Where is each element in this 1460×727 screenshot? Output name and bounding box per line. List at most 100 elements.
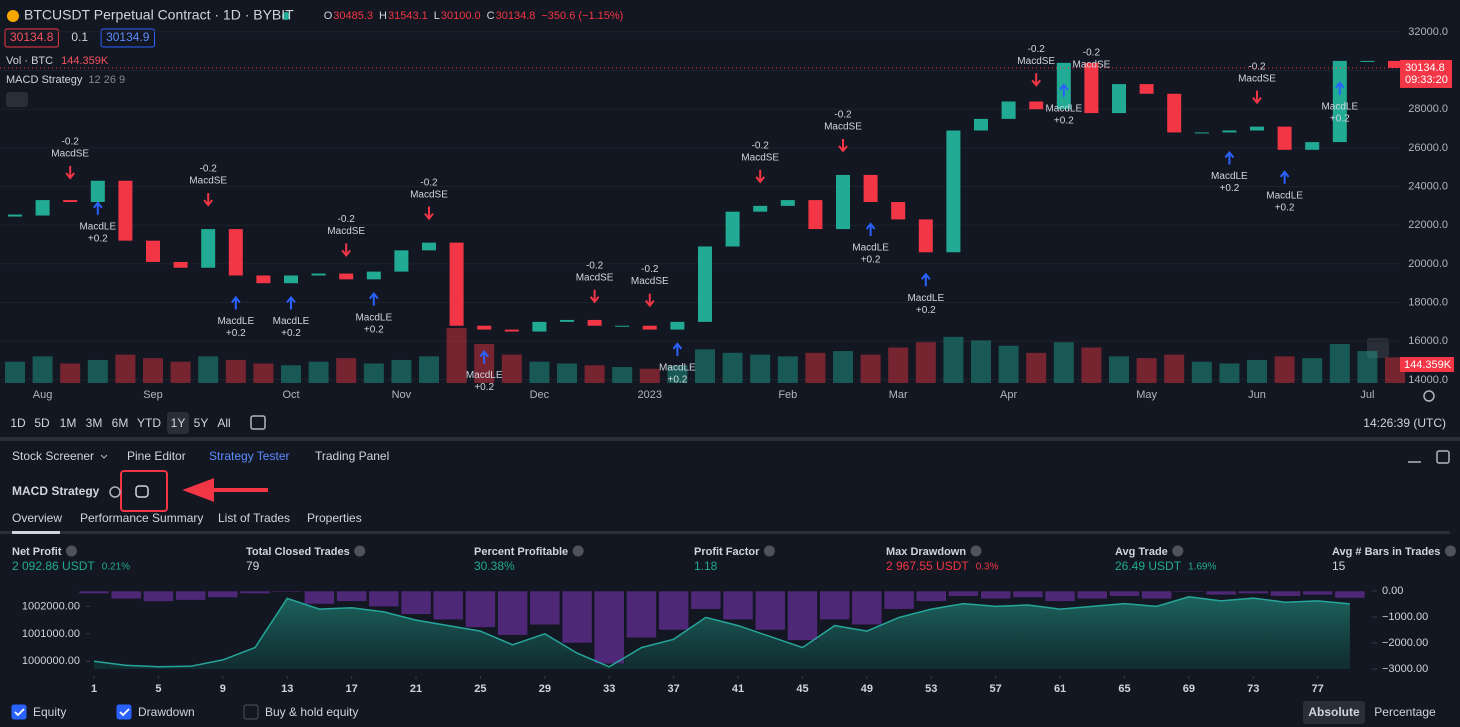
x-tick-label: 45 (796, 683, 808, 695)
order-badge[interactable]: 30134.9 (106, 30, 150, 44)
metric-value: 1.18 (694, 559, 718, 573)
drawdown-bar (722, 590, 754, 620)
range-button[interactable]: 5Y (194, 416, 209, 430)
range-button[interactable]: 5D (34, 416, 50, 430)
signal-label: MacdLE (217, 316, 254, 327)
signal-label: MacdSE (1238, 73, 1276, 84)
long-arrow (231, 295, 241, 310)
order-badge[interactable]: 0.1 (71, 30, 88, 44)
ohlc-key: H (379, 10, 387, 22)
metric-label: Net Profit (12, 546, 62, 558)
y2-tick-label: −1000.00 (1382, 611, 1428, 623)
mode-button[interactable]: Absolute (1308, 705, 1360, 719)
range-button[interactable]: 3M (86, 416, 103, 430)
signal-qty: -0.2 (420, 177, 438, 188)
y-tick-label: 1001000.00 (22, 628, 80, 640)
badge-frame[interactable] (100, 28, 155, 48)
signal-qty: +0.2 (364, 324, 384, 335)
volume-bar (419, 356, 439, 383)
drawdown-bar (658, 590, 689, 631)
metric-value: 15 (1332, 559, 1346, 573)
signal-label: MacdSE (410, 189, 448, 200)
x-tick-label: 13 (281, 683, 293, 695)
signal-qty: +0.2 (1220, 183, 1240, 194)
info-icon[interactable] (66, 545, 77, 557)
checkbox[interactable] (243, 704, 259, 720)
info-icon[interactable] (970, 545, 982, 557)
info-icon[interactable] (1172, 545, 1184, 557)
ohlc-value: 30134.8 (496, 10, 536, 22)
range-button[interactable]: 1Y (171, 416, 186, 430)
volume-bar (1329, 343, 1350, 383)
chart-settings-icon[interactable] (1423, 390, 1435, 402)
range-button[interactable]: 1M (60, 416, 77, 430)
volume-value: 144.359K (61, 55, 109, 67)
settings-icon[interactable] (109, 486, 121, 498)
legend-label[interactable]: Buy & hold equity (265, 705, 358, 719)
calendar-icon[interactable] (250, 415, 266, 430)
checkbox[interactable] (11, 704, 27, 720)
drawdown-bar (143, 590, 174, 602)
scroll-button[interactable] (1367, 338, 1389, 358)
maximize-icon[interactable] (1436, 450, 1450, 464)
equity-line (93, 596, 1350, 668)
volume-bar (584, 365, 605, 383)
metric-label: Total Closed Trades (246, 546, 350, 558)
mode-button[interactable]: Percentage (1374, 705, 1436, 719)
sub-tab[interactable]: Performance Summary (80, 511, 203, 525)
short-arrow (203, 193, 213, 207)
y-tick-label: 16000.0 (1408, 335, 1448, 347)
drawdown-bar (980, 590, 1011, 600)
candle (146, 240, 160, 262)
panel-tab[interactable]: Strategy Tester (209, 449, 289, 463)
panel-tab[interactable]: Trading Panel (315, 449, 389, 463)
signal-qty: +0.2 (1275, 202, 1295, 213)
collapse-button[interactable] (6, 92, 28, 107)
drawdown-bar (497, 590, 528, 636)
long-arrow (865, 222, 876, 237)
info-icon[interactable] (1444, 545, 1456, 557)
info-icon[interactable] (572, 545, 584, 557)
checkbox[interactable] (116, 704, 132, 720)
drawdown-bar (851, 590, 883, 626)
sub-tab[interactable]: Overview (12, 511, 62, 525)
signal-qty: +0.2 (1054, 115, 1074, 126)
info-icon[interactable] (354, 545, 366, 557)
badge-frame[interactable] (4, 28, 59, 48)
order-badge[interactable]: 30134.8 (10, 30, 54, 44)
range-button[interactable]: All (217, 416, 230, 430)
sub-tab[interactable]: List of Trades (218, 511, 290, 525)
legend-label[interactable]: Drawdown (138, 705, 195, 719)
drawdown-bar (755, 590, 786, 631)
report-icon[interactable] (135, 485, 149, 498)
candle (118, 180, 133, 241)
range-button[interactable]: 6M (112, 416, 129, 430)
candle (670, 321, 685, 330)
candle (698, 246, 712, 322)
dropdown-chevron (100, 454, 108, 459)
drawdown-bar (336, 590, 367, 602)
signal-label: MacdLE (1266, 190, 1303, 201)
drawdown-bar (1044, 590, 1076, 602)
signal-qty: -0.2 (752, 141, 770, 152)
signal-label: MacdLE (1045, 103, 1082, 114)
panel-tab[interactable]: Stock Screener (12, 449, 94, 463)
range-button[interactable]: 1D (10, 416, 26, 430)
metric-percent: 1.69% (1188, 562, 1216, 573)
info-icon[interactable] (763, 545, 775, 557)
candle (1139, 84, 1154, 94)
candle (339, 273, 354, 280)
legend-label[interactable]: Equity (33, 705, 66, 719)
price-tag-value: 30134.8 (1405, 62, 1445, 74)
candle (1029, 101, 1044, 110)
ohlc-key: L (434, 10, 440, 22)
metric-value: 2 092.86 USDT (12, 559, 95, 573)
sub-tab[interactable]: Properties (307, 511, 362, 525)
signal-qty: +0.2 (281, 328, 301, 339)
range-button[interactable]: YTD (137, 416, 161, 430)
volume-bar (170, 361, 191, 383)
long-arrow (1335, 81, 1345, 95)
mode-active[interactable] (1303, 701, 1365, 724)
panel-tab[interactable]: Pine Editor (127, 449, 186, 463)
x-tick-label: Dec (530, 389, 550, 401)
